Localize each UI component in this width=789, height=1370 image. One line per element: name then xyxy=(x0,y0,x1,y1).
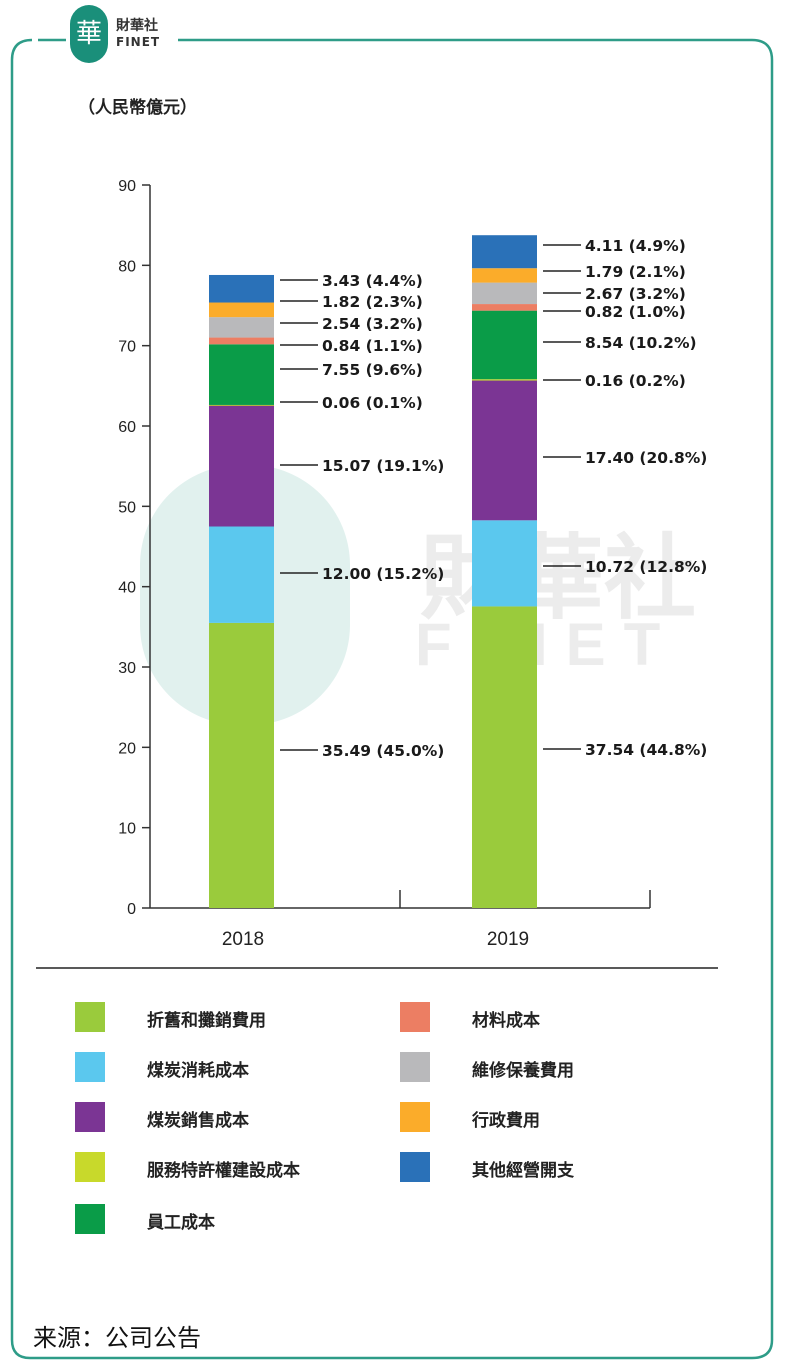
data-label: 8.54 (10.2%) xyxy=(585,334,697,352)
legend-label: 維修保養費用 xyxy=(472,1061,574,1081)
legend-swatch xyxy=(400,1102,430,1132)
bar-segment xyxy=(472,380,537,521)
data-label: 0.84 (1.1%) xyxy=(322,337,423,355)
bar-segment xyxy=(209,317,274,338)
bar-segment xyxy=(472,268,537,283)
bar-segment xyxy=(472,606,537,908)
x-tick-label: 2019 xyxy=(487,929,529,950)
bar-segment xyxy=(209,526,274,623)
data-label: 0.16 (0.2%) xyxy=(585,372,686,390)
y-tick-label: 10 xyxy=(118,821,136,838)
data-label: 2.54 (3.2%) xyxy=(322,315,423,333)
data-label: 2.67 (3.2%) xyxy=(585,285,686,303)
legend-label: 煤炭消耗成本 xyxy=(147,1061,249,1081)
bar-segment xyxy=(209,344,274,405)
x-tick-label: 2018 xyxy=(222,929,264,950)
data-label: 37.54 (44.8%) xyxy=(585,741,707,759)
legend-swatch xyxy=(75,1002,105,1032)
legend-label: 其他經營開支 xyxy=(472,1161,574,1181)
data-label: 4.11 (4.9%) xyxy=(585,237,686,255)
legend-label: 員工成本 xyxy=(147,1213,215,1233)
bars xyxy=(209,235,537,908)
y-tick-label: 90 xyxy=(118,178,136,195)
legend-swatch xyxy=(400,1002,430,1032)
unit-label: （人民幣億元） xyxy=(78,98,197,118)
y-tick-label: 60 xyxy=(118,419,136,436)
bar-segment xyxy=(209,622,274,908)
bar-segment xyxy=(209,274,274,303)
data-label: 0.82 (1.0%) xyxy=(585,303,686,321)
bar-segment xyxy=(209,337,274,345)
watermark-cn: 財華社 xyxy=(420,525,696,632)
bar-segment xyxy=(472,379,537,381)
y-tick-label: 20 xyxy=(118,740,136,757)
data-label: 3.43 (4.4%) xyxy=(322,272,423,290)
finet-logo: 華 財華社 FINET xyxy=(66,3,178,69)
legend-label: 行政費用 xyxy=(472,1111,540,1131)
watermark-en: FINET xyxy=(415,611,678,678)
data-labels: 35.49 (45.0%) 12.00 (15.2%) 15.07 (19.1%) 0… xyxy=(280,237,707,760)
legend-swatch xyxy=(75,1052,105,1082)
data-label: 35.49 (45.0%) xyxy=(322,742,444,760)
legend-label: 材料成本 xyxy=(472,1011,540,1031)
y-tick-label: 30 xyxy=(118,660,136,677)
y-tick-label: 0 xyxy=(127,901,136,918)
data-label: 1.79 (2.1%) xyxy=(585,263,686,281)
y-tick-label: 70 xyxy=(118,339,136,356)
legend-label: 折舊和攤銷費用 xyxy=(147,1011,266,1031)
legend-swatch xyxy=(75,1204,105,1234)
bar-segment xyxy=(209,404,274,406)
data-label: 0.06 (0.1%) xyxy=(322,394,423,412)
data-label: 10.72 (12.8%) xyxy=(585,558,707,576)
legend-swatch xyxy=(75,1152,105,1182)
legend-swatch xyxy=(75,1102,105,1132)
bar-segment xyxy=(472,310,537,380)
legend-swatch xyxy=(400,1052,430,1082)
data-label: 15.07 (19.1%) xyxy=(322,457,444,475)
legend-label: 煤炭銷售成本 xyxy=(147,1111,249,1131)
y-tick-label: 80 xyxy=(118,258,136,275)
legend-label: 服務特許權建設成本 xyxy=(147,1161,300,1181)
logo-english-text: FINET xyxy=(116,35,161,49)
data-label: 17.40 (20.8%) xyxy=(585,449,707,467)
frame-border xyxy=(10,38,774,1360)
bar-segment xyxy=(472,235,537,269)
bar-segment xyxy=(472,304,537,311)
y-tick-label: 40 xyxy=(118,580,136,597)
logo-chinese-text: 財華社 xyxy=(116,18,158,34)
logo-seal-icon: 華 xyxy=(70,5,108,63)
bar-segment xyxy=(209,302,274,318)
data-label: 7.55 (9.6%) xyxy=(322,361,423,379)
legend-swatch xyxy=(400,1152,430,1182)
bar-segment xyxy=(472,282,537,305)
bar-segment xyxy=(209,405,274,527)
data-label: 1.82 (2.3%) xyxy=(322,293,423,311)
y-tick-label: 50 xyxy=(118,499,136,516)
data-label: 12.00 (15.2%) xyxy=(322,565,444,583)
source-note: 来源：公司公告 xyxy=(33,1324,201,1352)
bar-segment xyxy=(472,520,537,607)
